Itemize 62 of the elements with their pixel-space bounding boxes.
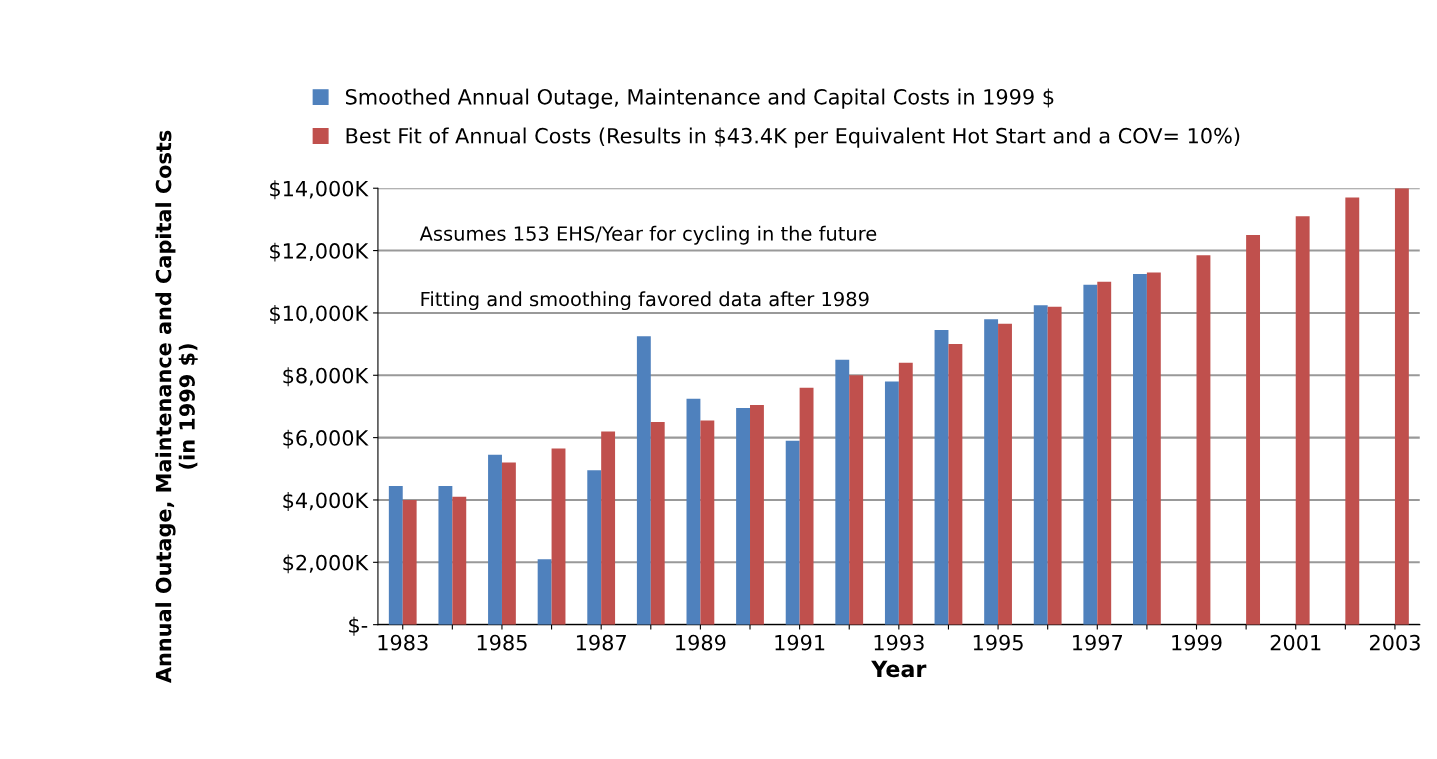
bar bbox=[1133, 273, 1147, 625]
annotation: Fitting and smoothing favored data after 1989 bbox=[421, 291, 869, 311]
y-axis-title: Annual Outage, Maintenance and Capital Costs (in 1999 $) bbox=[155, 130, 198, 684]
bar bbox=[1146, 272, 1161, 625]
bar bbox=[1246, 234, 1261, 625]
bar bbox=[984, 319, 999, 625]
bar bbox=[1083, 284, 1098, 625]
x-tick-label: 1991 bbox=[775, 634, 825, 651]
bar bbox=[1196, 255, 1211, 625]
y-tick-label: $- bbox=[349, 616, 368, 636]
x-tick-label: 2001 bbox=[1270, 634, 1321, 651]
bar bbox=[402, 499, 417, 625]
bar bbox=[849, 375, 864, 625]
bar bbox=[736, 408, 751, 625]
bar bbox=[438, 485, 453, 625]
annotation: Assumes 153 EHS/Year for cycling in the future bbox=[419, 225, 877, 245]
bar bbox=[1345, 197, 1360, 625]
bar bbox=[700, 420, 715, 625]
bar bbox=[998, 323, 1012, 625]
bar bbox=[934, 330, 949, 625]
bar bbox=[501, 462, 516, 625]
y-tick-label: $8,000K bbox=[283, 367, 369, 387]
bar bbox=[948, 344, 963, 625]
y-tick-label: $14,000K bbox=[270, 180, 369, 200]
bar bbox=[1047, 306, 1062, 625]
x-tick-label: 1983 bbox=[378, 634, 428, 651]
bar bbox=[835, 359, 850, 625]
bar bbox=[1097, 281, 1112, 625]
x-tick-label: 1993 bbox=[874, 634, 924, 651]
x-tick-label: 2003 bbox=[1369, 634, 1420, 651]
legend-label: Best Fit of Annual Costs (Results in $43.4K per Equivalent Hot Start and a COV= 10%) bbox=[346, 127, 1240, 148]
bar bbox=[1033, 305, 1048, 625]
bar bbox=[898, 362, 913, 625]
legend-label: Smoothed Annual Outage, Maintenance and Capital Costs in 1999 $ bbox=[345, 88, 1054, 109]
bar bbox=[884, 381, 899, 625]
bar bbox=[799, 387, 814, 625]
bar bbox=[650, 422, 665, 625]
x-tick-label: 1985 bbox=[477, 634, 527, 651]
bar bbox=[488, 454, 502, 625]
bar bbox=[452, 496, 467, 625]
bar bbox=[601, 431, 616, 625]
bar bbox=[686, 398, 701, 625]
bar bbox=[551, 448, 566, 625]
x-tick-label: 1997 bbox=[1073, 634, 1123, 651]
y-tick-label: $6,000K bbox=[283, 429, 369, 449]
y-tick-label: $2,000K bbox=[283, 554, 369, 574]
bar bbox=[750, 404, 764, 625]
x-tick-label: 1989 bbox=[676, 634, 726, 651]
bar bbox=[1295, 216, 1310, 625]
bar bbox=[1394, 188, 1409, 625]
x-tick-label: 1999 bbox=[1172, 634, 1222, 651]
y-tick-label: $10,000K bbox=[270, 305, 369, 324]
bar bbox=[388, 485, 403, 625]
bar bbox=[636, 336, 651, 625]
x-tick-label: 1995 bbox=[973, 634, 1023, 651]
y-tick-label: $12,000K bbox=[270, 242, 369, 262]
bar bbox=[587, 470, 602, 625]
x-tick-label: 1987 bbox=[576, 634, 626, 651]
bar bbox=[537, 559, 552, 625]
x-axis-title: Year bbox=[871, 660, 927, 678]
y-tick-label: $4,000K bbox=[283, 492, 369, 511]
bar bbox=[785, 440, 800, 625]
